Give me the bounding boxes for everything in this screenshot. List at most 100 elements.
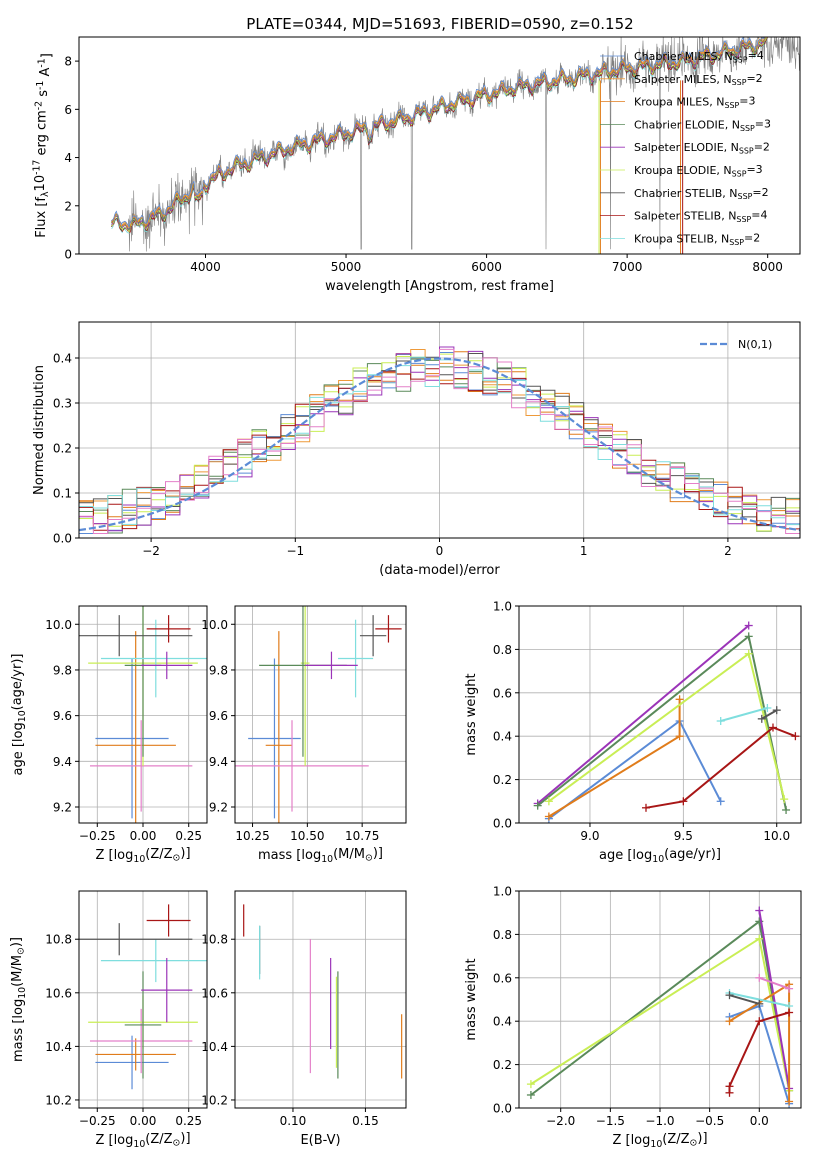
y-tick-label: 0 [64, 248, 72, 262]
y-tick-label: 0.6 [493, 686, 512, 700]
x-tick-label: 0.10 [280, 1114, 307, 1128]
y-tick-label: 4 [64, 151, 72, 165]
weight-line [548, 719, 722, 820]
x-tick-label: −0.25 [79, 1114, 116, 1128]
weight-line [548, 652, 786, 803]
x-tick-label: −2 [142, 544, 160, 558]
plot-area [79, 606, 207, 823]
x-tick-label: 10.75 [345, 829, 379, 843]
x-axis-label: Z [log10​(Z/Z⊙​)] [95, 846, 190, 865]
y-tick-label: 1.0 [493, 600, 512, 614]
axes-frame [234, 605, 407, 824]
y-tick-label: 10.2 [45, 1093, 72, 1107]
x-axis-label: Z [log10​(Z/Z⊙​)] [95, 1131, 190, 1150]
legend-label: N(0,1) [738, 338, 772, 351]
legend-label: Kroupa ELODIE, NSSP​=3 [634, 163, 763, 178]
weight-line [729, 994, 760, 1005]
y-tick-label: 6 [64, 103, 72, 117]
legend-label: Chabrier MILES, NSSP​=4 [634, 49, 764, 64]
x-tick-label: 5000 [331, 260, 362, 274]
plot-mass-vs-EBV: 0.10 0.15 10.2 10.4 10.6 10.8 E(B-V) [201, 890, 407, 1148]
y-tick-label: 10.2 [201, 1093, 228, 1107]
y-tick-label: 0.2 [53, 442, 72, 456]
x-tick-label: 2 [724, 544, 732, 558]
plot-area [243, 904, 403, 1079]
x-tick-label: 0 [436, 544, 444, 558]
x-tick-label: 6000 [471, 260, 502, 274]
plot-age-vs-mass: 10.25 10.50 10.75 9.2 9.4 9.6 9.8 10.0 mass [log… [201, 605, 407, 865]
legend-label: Salpeter STELIB, NSSP​=4 [634, 209, 767, 224]
x-tick-label: 0.15 [352, 1114, 379, 1128]
x-tick-label: 4000 [190, 260, 221, 274]
model-spectrum [111, 37, 766, 231]
x-axis-label: mass [log10​(M/M⊙​)] [258, 846, 383, 865]
x-tick-label: 8000 [752, 260, 783, 274]
x-axis-label: (data-model)/error [379, 563, 500, 578]
plot-area [110, 37, 800, 254]
x-tick-label: −0.5 [695, 1114, 724, 1128]
y-tick-label: 0.2 [493, 1058, 512, 1072]
y-tick-label: 1.0 [493, 885, 512, 899]
x-axis-label: E(B-V) [300, 1133, 340, 1148]
x-tick-label: 0.00 [130, 1114, 157, 1128]
plot-age-vs-Z: −0.25 0.00 0.25 9.2 9.4 9.6 9.8 10.0 Z [log10​(Z… [10, 605, 208, 865]
x-tick-label: 10.0 [763, 829, 790, 843]
plot-area [235, 606, 402, 823]
legend-label: Chabrier ELODIE, NSSP​=3 [634, 117, 771, 132]
x-tick-label: 9.5 [674, 829, 693, 843]
weight-line [537, 624, 750, 805]
y-tick-label: 9.8 [209, 663, 228, 677]
y-axis-label: mass [log10​(M/M⊙​)] [9, 937, 28, 1062]
y-tick-label: 9.4 [53, 755, 72, 769]
model-spectrum [110, 37, 766, 231]
y-tick-label: 10.0 [201, 618, 228, 632]
x-tick-label: −1.5 [596, 1114, 625, 1128]
y-tick-label: 0.6 [493, 971, 512, 985]
plot-area [533, 621, 800, 823]
y-tick-label: 9.6 [209, 709, 228, 723]
weight-line [729, 992, 790, 1007]
plot-mass-vs-Z: −0.25 0.00 0.25 10.2 10.4 10.6 10.8 Z [log10​(Z… [9, 890, 208, 1150]
x-tick-label: 7000 [612, 260, 643, 274]
plot-area [79, 904, 207, 1090]
plot-spectrum: Chabrier MILES, NSSP​=4 Salpeter MILES, N… [32, 36, 801, 294]
y-tick-label: 0.4 [493, 730, 512, 744]
weight-line [548, 699, 681, 818]
y-axis-label: mass weight [464, 958, 479, 1040]
y-tick-label: 10.8 [45, 933, 72, 947]
y-tick-label: 0.1 [53, 487, 72, 501]
y-tick-label: 9.4 [209, 755, 228, 769]
y-tick-label: 8 [64, 55, 72, 69]
y-tick-label: 10.6 [45, 986, 72, 1000]
x-axis-label: Z [log10​(Z/Z⊙​)] [612, 1131, 707, 1150]
plot-weight-vs-age: 9.0 9.5 10.0 0.0 0.2 0.4 0.6 0.8 1.0 age [log10​(… [464, 600, 802, 865]
x-tick-label: 1 [580, 544, 588, 558]
x-tick-label: 9.0 [580, 829, 599, 843]
x-tick-label: 0.0 [750, 1114, 769, 1128]
y-tick-label: 0.8 [493, 643, 512, 657]
y-tick-label: 0.4 [53, 352, 72, 366]
figure-title: PLATE=0344, MJD=51693, FIBERID=0590, z=0… [246, 15, 633, 33]
residual-histogram [79, 348, 800, 534]
y-axis-label: mass weight [464, 673, 479, 755]
weight-line [537, 634, 788, 811]
x-tick-label: 0.25 [175, 829, 202, 843]
y-tick-label: 10.4 [45, 1040, 72, 1054]
y-tick-label: 10.6 [201, 986, 228, 1000]
x-axis-label: age [log10​(age/yr)] [599, 847, 721, 865]
y-tick-label: 9.2 [209, 801, 228, 815]
y-tick-label: 0.4 [493, 1015, 512, 1029]
y-axis-label: Normed distribution [32, 365, 47, 495]
legend-label: Salpeter MILES, NSSP​=2 [634, 72, 763, 87]
y-tick-label: 0.0 [493, 1102, 512, 1116]
x-tick-label: −1.0 [645, 1114, 674, 1128]
x-tick-label: −1 [286, 544, 304, 558]
weight-line [761, 709, 778, 720]
y-tick-label: 10.8 [201, 933, 228, 947]
y-tick-label: 0.8 [493, 928, 512, 942]
y-tick-label: 0.2 [493, 773, 512, 787]
y-tick-label: 9.2 [53, 801, 72, 815]
y-tick-label: 9.8 [53, 663, 72, 677]
model-spectrum [110, 37, 765, 229]
